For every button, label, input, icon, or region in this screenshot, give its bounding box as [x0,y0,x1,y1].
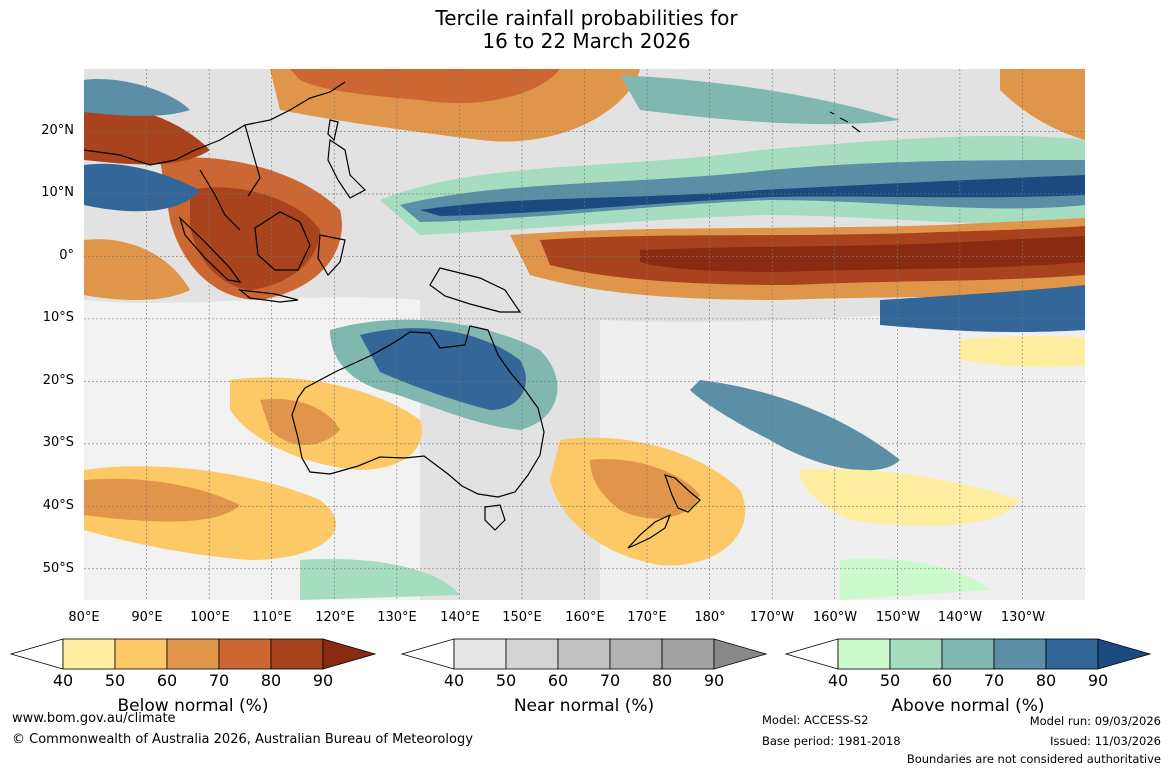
below-normal-colorbar [9,638,377,670]
above-tick-70: 70 [983,671,1005,690]
near-tick-50: 50 [495,671,517,690]
colorbar-segment [166,638,220,670]
sulawesi-coastline [317,234,346,277]
colorbar-segment [453,638,507,670]
colorbar-segment [62,638,116,670]
above-tick-50: 50 [879,671,901,690]
colorbar-low-extension [400,638,455,670]
below-tick-70: 70 [208,671,230,690]
sumatra-coastline [178,216,242,283]
model-text: Model: ACCESS-S2 [762,713,869,727]
above-tick-80: 80 [1035,671,1057,690]
near-tick-90: 90 [703,671,725,690]
borneo-coastline [254,211,311,271]
java-coastline [237,289,299,303]
model-run-text: Model run: 09/03/2026 [1029,714,1161,728]
new-zealand-south-coastline [627,513,672,549]
lon-label: 170°W [749,610,795,625]
lon-label: 160°E [565,610,605,625]
lat-label-10s: 10°S [42,310,74,325]
coastlines [83,81,861,549]
website-link[interactable]: www.bom.gov.au/climate [12,711,176,726]
below-tick-50: 50 [104,671,126,690]
lon-label: 130°W [1000,610,1046,625]
above-normal-label: Above normal (%) [891,696,1045,716]
graticule [84,69,1085,600]
colorbar-high-extension [713,638,768,670]
lat-label-0: 0° [59,248,74,263]
lon-label: 160°W [812,610,858,625]
map-title-line2: 16 to 22 March 2026 [482,29,691,53]
lon-label: 140°W [937,610,983,625]
above-tick-60: 60 [931,671,953,690]
tasmania-coastline [484,504,506,531]
map-title-line1: Tercile rainfall probabilities for [435,6,738,30]
rainfall-probability-map [83,69,1085,600]
below-tick-90: 90 [312,671,334,690]
lat-label-10n: 10°N [41,185,74,200]
above-normal-colorbar [784,638,1152,670]
lon-label: 150°W [875,610,921,625]
colorbar-low-extension [784,638,839,670]
se-asia-coastline [83,81,346,231]
colorbars [9,638,1152,670]
colorbar-segment [270,638,324,670]
disclaimer-text: Boundaries are not considered authoritat… [906,752,1161,766]
near-normal-colorbar [400,638,768,670]
below-tick-60: 60 [156,671,178,690]
colorbar-segment [889,638,943,670]
colorbar-high-extension [322,638,377,670]
colorbar-segment [505,638,559,670]
lat-label-20s: 20°S [42,373,74,388]
hawaii-islands [829,111,861,133]
lat-label-50s: 50°S [42,561,74,576]
lon-label: 80°E [68,610,100,625]
lon-label: 150°E [502,610,542,625]
colorbar-segment [941,638,995,670]
below-tick-40: 40 [52,671,74,690]
colorbar-segment [609,638,663,670]
lon-label: 90°E [131,610,163,625]
probability-field [84,69,1085,600]
above-tick-90: 90 [1087,671,1109,690]
copyright-text: © Commonwealth of Australia 2026, Austra… [12,732,473,747]
lon-label: 110°E [252,610,292,625]
near-tick-70: 70 [599,671,621,690]
taiwan-coastline [327,119,339,142]
lat-label-40s: 40°S [42,498,74,513]
colorbar-segment [114,638,168,670]
colorbar-segment [837,638,891,670]
philippines-coastline [327,138,366,199]
below-normal-label: Below normal (%) [117,696,269,716]
base-period-text: Base period: 1981-2018 [762,734,901,748]
colorbar-segment [993,638,1047,670]
lon-label: 100°E [190,610,230,625]
colorbar-low-extension [9,638,64,670]
above-tick-40: 40 [827,671,849,690]
colorbar-segment [661,638,715,670]
colorbar-segment [557,638,611,670]
colorbar-segment [1045,638,1099,670]
near-tick-60: 60 [547,671,569,690]
issued-text: Issued: 11/03/2026 [1050,734,1161,748]
lon-label: 140°E [440,610,480,625]
new-zealand-north-coastline [664,474,701,513]
australia-coastline [291,325,545,498]
lon-label: 120°E [315,610,355,625]
lat-label-20n: 20°N [41,123,74,138]
colorbar-segment [218,638,272,670]
lon-label: 180° [694,610,726,625]
new-guinea-coastline [429,267,522,313]
near-normal-label: Near normal (%) [513,696,655,716]
lat-label-30s: 30°S [42,435,74,450]
near-tick-80: 80 [651,671,673,690]
lon-label: 130°E [377,610,417,625]
near-tick-40: 40 [443,671,465,690]
lon-label: 170°E [627,610,667,625]
colorbar-high-extension [1097,638,1152,670]
below-tick-80: 80 [260,671,282,690]
